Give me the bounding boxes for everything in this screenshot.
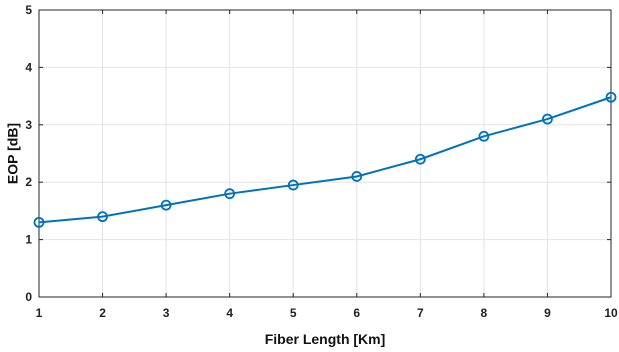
x-tick-label: 5: [290, 306, 297, 320]
data-point: [478, 130, 490, 142]
grid-lines: [38, 9, 612, 298]
data-point: [224, 188, 236, 200]
x-tick-label: 7: [417, 306, 424, 320]
series-line: [38, 96, 612, 224]
x-tick-label: 9: [544, 306, 551, 320]
x-tick-label: 3: [163, 306, 170, 320]
data-point: [605, 91, 617, 103]
y-axis-label: EOP [dB]: [5, 123, 21, 184]
x-tick-label: 6: [353, 306, 360, 320]
x-tick-label: 10: [604, 306, 618, 320]
x-tick-label: 8: [481, 306, 488, 320]
x-tick-label: 1: [36, 306, 43, 320]
data-point: [542, 113, 553, 125]
y-tick-label: 4: [25, 60, 32, 74]
series-group: [33, 91, 617, 228]
data-point: [351, 171, 363, 182]
data-point: [160, 199, 172, 211]
y-tick-label: 0: [25, 290, 32, 304]
x-tick-label: 4: [226, 306, 233, 320]
y-axis-ticks: 0 1 2 3 4 5: [25, 3, 611, 304]
x-axis-label: Fiber Length [Km]: [265, 331, 386, 347]
y-tick-label: 2: [25, 175, 32, 189]
y-tick-label: 1: [25, 233, 32, 247]
data-point: [414, 153, 426, 165]
y-tick-label: 3: [25, 118, 32, 132]
x-tick-label: 2: [99, 306, 106, 320]
x-axis-ticks: 1 2 3 4 5 6 7 8 9 10: [36, 10, 618, 320]
data-point: [97, 211, 108, 223]
data-point: [287, 179, 299, 191]
data-point: [33, 216, 45, 228]
plot-area-frame: [38, 9, 612, 298]
y-tick-label: 5: [25, 3, 32, 17]
